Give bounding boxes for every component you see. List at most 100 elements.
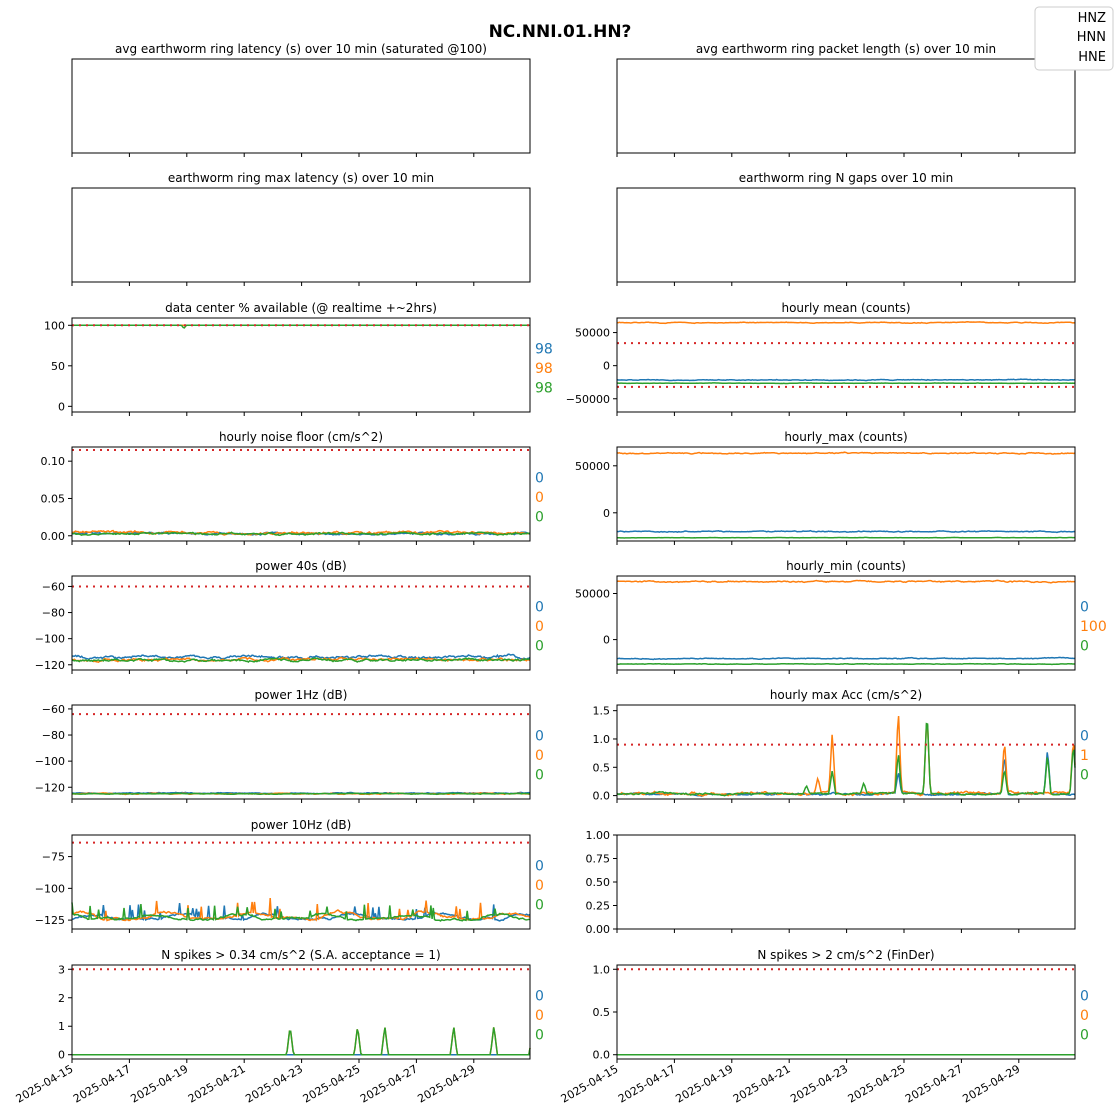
panel-11: power 1Hz (dB) −120 −100 −80 −60 0 0 0	[35, 688, 544, 803]
stat-annotation-hnz: 0	[535, 859, 544, 875]
panel-1: avg earthworm ring latency (s) over 10 m…	[71, 42, 531, 157]
y-tick-label: 0.00	[41, 530, 66, 543]
panel-frame	[71, 317, 531, 413]
y-tick-label: 50000	[575, 327, 610, 340]
panel-frame	[71, 964, 531, 1060]
panel-frame	[616, 704, 1076, 800]
stat-annotation-hnn: 1	[1080, 748, 1089, 764]
series-line-hne	[72, 324, 530, 329]
panel-frame	[71, 446, 531, 542]
stat-annotation-hnn: 98	[535, 361, 553, 377]
series-line-hne	[71, 531, 531, 537]
series-line-hne	[616, 662, 1075, 666]
series-line-hne	[616, 722, 1076, 797]
panel-title: hourly_min (counts)	[786, 559, 906, 573]
stat-annotation-hnz: 0	[535, 989, 544, 1005]
panel-frame	[71, 704, 531, 800]
panel-title: data center % available (@ realtime +~2h…	[165, 301, 437, 315]
y-tick-label: −100	[35, 755, 65, 768]
panel-title: earthworm ring N gaps over 10 min	[739, 171, 953, 185]
y-tick-label: −75	[42, 851, 65, 864]
panel-title: power 10Hz (dB)	[251, 818, 352, 832]
panel-title: hourly_max (counts)	[784, 430, 907, 444]
y-tick-label: 100	[44, 319, 65, 332]
stat-annotation-hnz: 0	[535, 600, 544, 616]
series-line-hnn	[616, 321, 1076, 325]
legend-entry-hnn: HNN	[1077, 30, 1106, 45]
stat-annotation-hne: 0	[535, 1028, 544, 1044]
series-line-hnz	[71, 653, 531, 661]
stat-annotation-hnz: 0	[1080, 989, 1089, 1005]
y-tick-label: −125	[35, 914, 65, 927]
panel-frame	[71, 834, 531, 930]
panel-2: avg earthworm ring packet length (s) ove…	[616, 42, 1076, 157]
y-tick-label: −120	[35, 659, 65, 672]
y-tick-label: 0.00	[586, 923, 611, 936]
y-tick-label: 0	[58, 400, 65, 413]
stat-annotation-hnz: 0	[535, 729, 544, 745]
panel-9: power 40s (dB) −120 −100 −80 −60 0 0 0	[35, 559, 544, 674]
y-tick-label: 0.10	[41, 455, 66, 468]
panel-title: power 1Hz (dB)	[255, 688, 348, 702]
panel-3: earthworm ring max latency (s) over 10 m…	[71, 171, 531, 286]
panel-frame	[71, 187, 531, 283]
stat-annotation-hnz: 0	[1080, 600, 1089, 616]
y-tick-label: 50000	[575, 588, 610, 601]
y-tick-label: −60	[42, 703, 65, 716]
y-tick-label: 0	[603, 360, 610, 373]
stat-annotation-hne: 98	[535, 381, 553, 397]
panel-6: hourly mean (counts) −50000 0 50000	[566, 301, 1076, 416]
panel-frame	[616, 58, 1076, 154]
panel-frame	[616, 575, 1076, 671]
panel-title: hourly max Acc (cm/s^2)	[770, 688, 922, 702]
stat-annotation-hnn: 0	[1080, 1008, 1089, 1024]
y-tick-label: 50000	[575, 460, 610, 473]
y-tick-label: 1.0	[593, 733, 611, 746]
series-line-hnn	[616, 579, 1076, 584]
y-tick-label: 50	[51, 360, 65, 373]
y-tick-label: 1	[58, 1020, 65, 1033]
stat-annotation-hne: 0	[1080, 768, 1089, 784]
panel-10: hourly_min (counts) 0 50000 0 100 0	[575, 559, 1107, 674]
stat-annotation-hnn: 0	[535, 878, 544, 894]
panels: avg earthworm ring latency (s) over 10 m…	[35, 42, 1107, 1063]
y-tick-label: −60	[42, 580, 65, 593]
stat-annotation-hnn: 0	[535, 1008, 544, 1024]
y-tick-label: 0	[603, 634, 610, 647]
series-line-hne	[71, 902, 530, 922]
y-tick-label: −100	[35, 633, 65, 646]
y-tick-label: 0.75	[586, 853, 611, 866]
panel-5: data center % available (@ realtime +~2h…	[44, 301, 553, 416]
panel-frame	[616, 187, 1076, 283]
panel-frame	[616, 446, 1076, 542]
y-tick-label: 0.50	[586, 876, 611, 889]
panel-14: 0.00 0.25 0.50 0.75 1.00	[586, 829, 1076, 936]
series-line-hne	[71, 657, 531, 663]
legend-entry-hnz: HNZ	[1078, 11, 1107, 26]
figure-title: NC.NNI.01.HN?	[489, 22, 632, 42]
y-tick-label: 2	[58, 992, 65, 1005]
panel-title: earthworm ring max latency (s) over 10 m…	[168, 171, 434, 185]
legend: HNZ HNN HNE	[1034, 6, 1114, 71]
panel-title: avg earthworm ring latency (s) over 10 m…	[115, 42, 487, 56]
legend-frame	[1034, 6, 1114, 71]
panel-frame	[71, 575, 531, 671]
panel-16: N spikes > 2 cm/s^2 (FinDer) 0.0 0.5 1.0 0 0 0	[593, 948, 1089, 1063]
y-tick-label: 0.25	[586, 900, 611, 913]
panel-frame	[616, 317, 1076, 413]
panel-12: hourly max Acc (cm/s^2) 0.0 0.5 1.0 1.5 0 1 0	[593, 688, 1089, 803]
y-tick-label: 0.5	[593, 761, 611, 774]
panel-13: power 10Hz (dB) −125 −100 −75 0 0 0	[35, 818, 544, 933]
y-tick-label: −50000	[566, 393, 610, 406]
series-line-hnn	[616, 451, 1076, 455]
panel-title: hourly noise floor (cm/s^2)	[219, 430, 383, 444]
y-tick-label: 0	[603, 507, 610, 520]
stat-annotation-hne: 0	[535, 639, 544, 655]
stat-annotation-hne: 0	[535, 768, 544, 784]
legend-entry-hne: HNE	[1078, 50, 1106, 65]
y-tick-label: 1.00	[586, 829, 611, 842]
series-line-hne	[71, 792, 531, 796]
panel-15: N spikes > 0.34 cm/s^2 (S.A. acceptance …	[58, 948, 544, 1063]
y-tick-label: 1.5	[593, 705, 611, 718]
